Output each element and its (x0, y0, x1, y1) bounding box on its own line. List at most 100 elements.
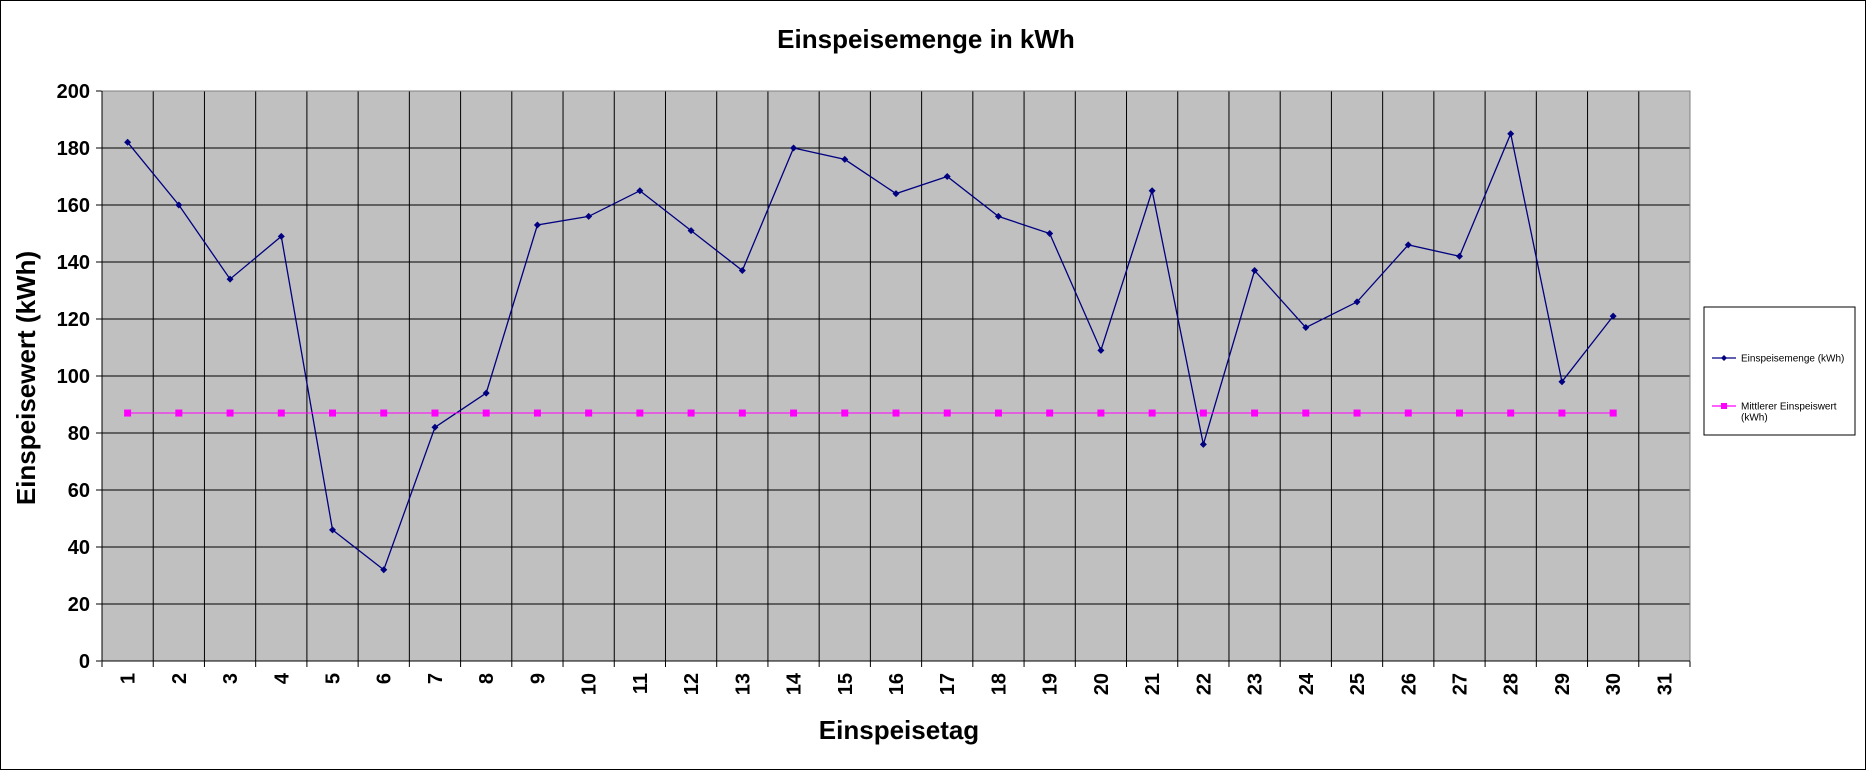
legend-box (1703, 306, 1856, 436)
data-point (636, 187, 644, 195)
data-point (790, 144, 798, 152)
legend-marker (1721, 355, 1727, 361)
data-point (533, 409, 541, 417)
data-point (226, 409, 234, 417)
y-axis-title: Einspeisewert (kWh) (11, 251, 41, 505)
data-point (277, 409, 285, 417)
y-tick-label: 20 (68, 594, 90, 616)
x-tick-label: 10 (579, 673, 601, 695)
data-point (687, 227, 695, 235)
x-tick-label: 28 (1501, 673, 1523, 695)
data-point (482, 409, 490, 417)
x-tick-label: 7 (425, 673, 447, 684)
data-point (175, 201, 183, 209)
x-tick-label: 23 (1245, 673, 1267, 695)
x-tick-label: 11 (630, 673, 652, 694)
x-tick-label: 5 (323, 673, 345, 684)
data-point (1251, 267, 1259, 275)
x-tick-label: 27 (1449, 673, 1471, 695)
y-tick-label: 160 (57, 195, 90, 217)
y-tick-label: 120 (57, 309, 90, 331)
data-point (1404, 409, 1412, 417)
data-point (533, 221, 541, 229)
data-point (124, 409, 132, 417)
data-point (1302, 409, 1310, 417)
data-point (1353, 298, 1361, 306)
x-tick-label: 31 (1654, 673, 1676, 695)
x-tick-label: 1 (118, 673, 140, 684)
x-tick-label: 24 (1296, 672, 1318, 695)
data-point (892, 409, 900, 417)
data-point (1404, 241, 1412, 249)
series-1 (124, 130, 1617, 574)
data-point (1251, 409, 1259, 417)
data-point (687, 409, 695, 417)
data-point (1455, 252, 1463, 260)
data-point (1558, 378, 1566, 386)
data-point (380, 409, 388, 417)
x-tick-label: 2 (169, 673, 191, 684)
legend-item-1: Einspeisemenge (kWh) (1712, 354, 1844, 365)
data-point (738, 409, 746, 417)
x-tick-label: 16 (886, 673, 908, 695)
legend-label: (kWh) (1741, 413, 1768, 424)
legend-label: Mittlerer Einspeiswert (1741, 402, 1837, 413)
x-tick-label: 30 (1603, 673, 1625, 695)
x-tick-label: 4 (271, 672, 293, 684)
x-tick-label: 15 (835, 673, 857, 695)
data-point (841, 409, 849, 417)
legend-marker (1721, 403, 1727, 409)
y-tick-label: 100 (57, 366, 90, 388)
data-point (175, 409, 183, 417)
data-point (1199, 440, 1207, 448)
x-tick-label: 6 (374, 673, 396, 684)
data-point (1558, 409, 1566, 417)
legend-label: Einspeisemenge (kWh) (1741, 354, 1844, 365)
series-2 (124, 409, 1617, 417)
x-tick-label: 8 (476, 673, 498, 684)
x-tick-label: 12 (681, 673, 703, 695)
chart-title: Einspeisemenge in kWh (777, 24, 1075, 54)
data-point (1507, 409, 1515, 417)
data-point (1455, 409, 1463, 417)
data-point (1046, 230, 1054, 237)
data-point (790, 409, 798, 417)
data-point (1148, 187, 1156, 195)
y-tick-label: 0 (79, 651, 90, 673)
data-point (1046, 409, 1054, 417)
x-tick-label: 29 (1552, 673, 1574, 695)
data-point (636, 409, 644, 417)
data-point (329, 409, 337, 417)
legend: Einspeisemenge (kWh) Mittlerer Einspeiswe… (1703, 306, 1856, 436)
data-point (124, 138, 132, 146)
y-tick-label: 40 (68, 537, 90, 559)
x-tick-label: 14 (784, 672, 806, 695)
y-tick-label: 60 (68, 480, 90, 502)
x-tick-label: 19 (1040, 673, 1062, 695)
data-point (431, 409, 439, 417)
x-tick-label: 25 (1347, 673, 1369, 695)
data-point (482, 389, 490, 397)
x-tick-label: 9 (527, 673, 549, 684)
data-point (994, 409, 1002, 417)
data-point (1199, 409, 1207, 417)
data-point (1097, 409, 1105, 417)
data-point (892, 190, 900, 198)
data-point (585, 409, 593, 417)
data-point (1353, 409, 1361, 417)
y-tick-label: 140 (57, 252, 90, 274)
data-point (1148, 409, 1156, 417)
x-tick-label: 17 (937, 673, 959, 695)
data-point (1097, 346, 1105, 354)
y-tick-label: 80 (68, 423, 90, 445)
legend-item-2: Mittlerer Einspeiswert(kWh) (1712, 402, 1837, 424)
x-tick-label: 20 (1091, 673, 1113, 695)
data-point (1507, 130, 1515, 138)
x-tick-label: 21 (1142, 673, 1164, 695)
x-tick-label: 26 (1398, 673, 1420, 695)
x-axis-title: Einspeisetag (819, 715, 979, 745)
data-point (585, 212, 593, 220)
x-tick-label: 18 (988, 673, 1010, 695)
